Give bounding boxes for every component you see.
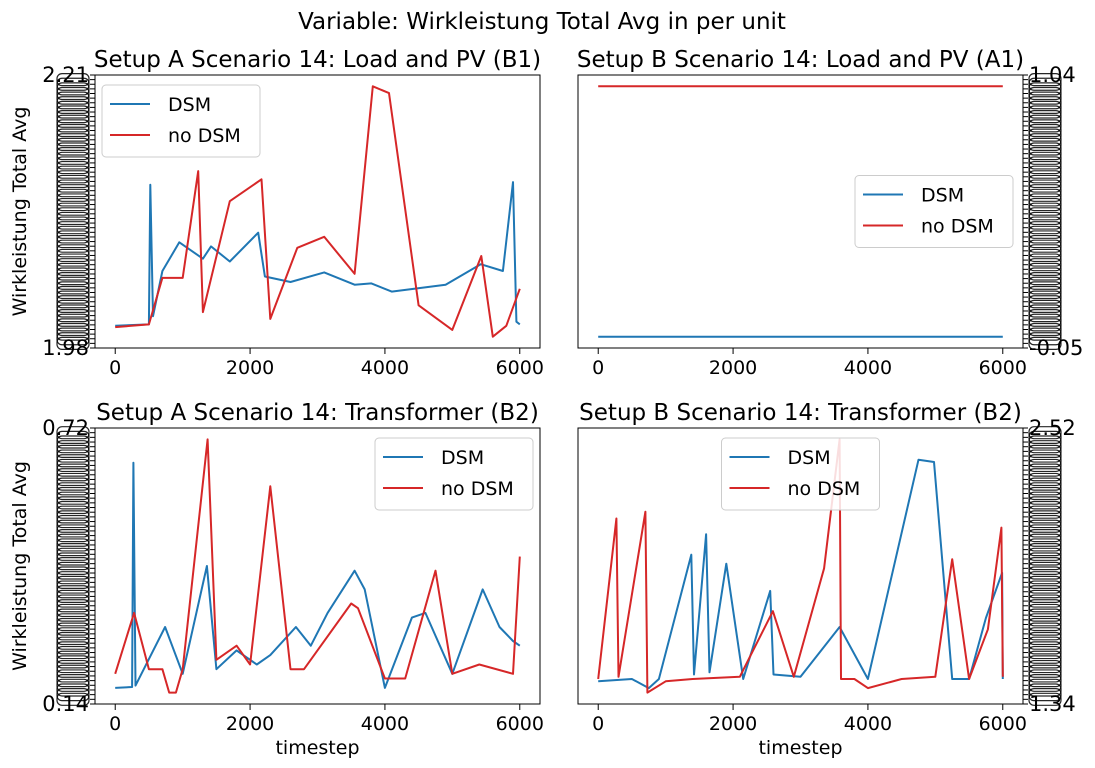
x-tick-label: 2000 <box>226 357 274 379</box>
legend: DSM no DSM <box>854 175 1014 248</box>
figure-suptitle: Variable: Wirkleistung Total Avg in per … <box>298 9 786 35</box>
legend-label: DSM <box>788 447 831 469</box>
axes-frame <box>94 427 541 705</box>
legend: DSM no DSM <box>101 84 261 158</box>
x-tick-label: 6000 <box>979 357 1027 379</box>
subplot-grid: Setup A Scenario 14: Load and PV (B1) 0 20… <box>9 47 1083 759</box>
series-line-no-dsm <box>114 438 521 694</box>
y-tick-label-bottom: 1.34 <box>1029 692 1076 716</box>
subplot-title: Setup A Scenario 14: Transformer (B2) <box>96 400 539 426</box>
x-tick-label: 6000 <box>496 357 544 379</box>
axes-frame <box>577 427 1024 705</box>
x-tick-label: 4000 <box>844 357 892 379</box>
x-tick-label: 2000 <box>709 713 757 735</box>
axes-frame <box>94 74 541 349</box>
y-tick-stack <box>56 73 95 350</box>
y-tick-stack <box>1023 426 1062 706</box>
y-axis-label: Wirkleistung Total Avg <box>9 461 31 671</box>
series-line-dsm <box>598 458 1004 690</box>
legend-label: no DSM <box>441 478 514 500</box>
subplot-3: Setup A Scenario 14: Transformer (B2) 0 20… <box>9 400 544 759</box>
x-tick-label: 0 <box>109 713 121 735</box>
subplot-1: Setup A Scenario 14: Load and PV (B1) 0 20… <box>9 47 544 379</box>
x-axis-label: timestep <box>275 737 359 759</box>
x-axis-label: timestep <box>758 737 842 759</box>
y-tick-label-bottom: 0.14 <box>42 692 89 716</box>
x-tick-label: 0 <box>592 357 604 379</box>
legend-label: no DSM <box>788 478 861 500</box>
subplot-title: Setup B Scenario 14: Load and PV (A1) <box>577 47 1024 73</box>
series-line-dsm <box>115 461 521 689</box>
y-tick-stack <box>56 426 95 706</box>
x-tick-label: 4000 <box>361 357 409 379</box>
x-tick-label: 2000 <box>226 713 274 735</box>
subplot-4: Setup B Scenario 14: Transformer (B2) 0 20… <box>577 400 1076 759</box>
legend-label: no DSM <box>921 216 994 238</box>
x-tick-label: 2000 <box>709 357 757 379</box>
subplot-title: Setup B Scenario 14: Transformer (B2) <box>579 400 1022 426</box>
series-line-dsm <box>115 181 521 327</box>
y-tick-label-top: 2.21 <box>42 63 89 87</box>
y-tick-stack <box>1023 73 1062 350</box>
subplot-2: Setup B Scenario 14: Load and PV (A1) 0 20… <box>577 47 1083 379</box>
x-tick-label: 4000 <box>361 713 409 735</box>
y-tick-label-bottom: 1.98 <box>42 336 89 360</box>
y-tick-label-bottom: -0.05 <box>1029 336 1083 360</box>
subplot-title: Setup A Scenario 14: Load and PV (B1) <box>94 47 541 73</box>
x-tick-label: 6000 <box>979 713 1027 735</box>
axes-frame <box>577 74 1024 349</box>
x-tick-label: 4000 <box>844 713 892 735</box>
x-tick-label: 0 <box>109 357 121 379</box>
y-tick-label-top: 0.72 <box>42 416 89 440</box>
legend-label: no DSM <box>168 125 241 147</box>
y-tick-label-top: 1.04 <box>1029 63 1076 87</box>
x-tick-label: 6000 <box>496 713 544 735</box>
legend-label: DSM <box>168 94 211 116</box>
legend: DSM no DSM <box>374 437 534 511</box>
legend-label: DSM <box>921 185 964 207</box>
legend: DSM no DSM <box>721 437 880 511</box>
y-tick-label-top: 2.52 <box>1029 416 1076 440</box>
y-axis-label: Wirkleistung Total Avg <box>9 107 31 317</box>
x-tick-label: 0 <box>592 713 604 735</box>
legend-label: DSM <box>441 447 484 469</box>
series-line-no-dsm <box>115 85 521 338</box>
